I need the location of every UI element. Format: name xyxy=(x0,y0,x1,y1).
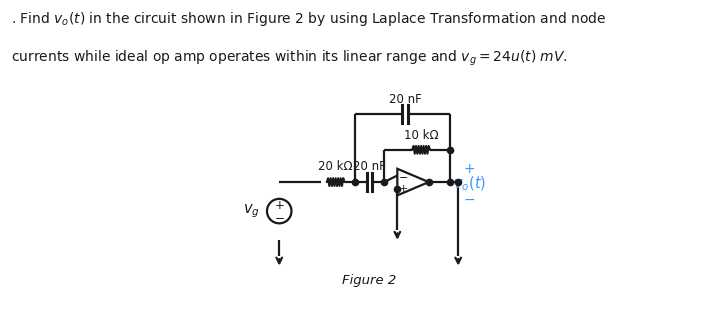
Text: currents while ideal op amp operates within its linear range and $v_g = 24u(t)$ : currents while ideal op amp operates wit… xyxy=(11,49,567,68)
Text: $-$: $-$ xyxy=(464,192,476,206)
Text: 10 kΩ: 10 kΩ xyxy=(404,129,438,142)
Text: . Find $v_o(t)$ in the circuit shown in Figure 2 by using Laplace Transformation: . Find $v_o(t)$ in the circuit shown in … xyxy=(11,10,606,28)
Text: 20 kΩ: 20 kΩ xyxy=(319,160,353,173)
Text: +: + xyxy=(464,161,475,176)
Text: $v_g$: $v_g$ xyxy=(243,202,260,220)
Text: +: + xyxy=(274,199,284,212)
Text: $-$: $-$ xyxy=(398,171,408,181)
Text: 20 nF: 20 nF xyxy=(389,93,421,106)
Text: Figure 2: Figure 2 xyxy=(342,274,397,287)
Text: $+$: $+$ xyxy=(398,183,408,194)
Text: 20 nF: 20 nF xyxy=(353,160,386,173)
Text: $v_o(t)$: $v_o(t)$ xyxy=(453,175,486,193)
Text: $-$: $-$ xyxy=(274,210,285,223)
